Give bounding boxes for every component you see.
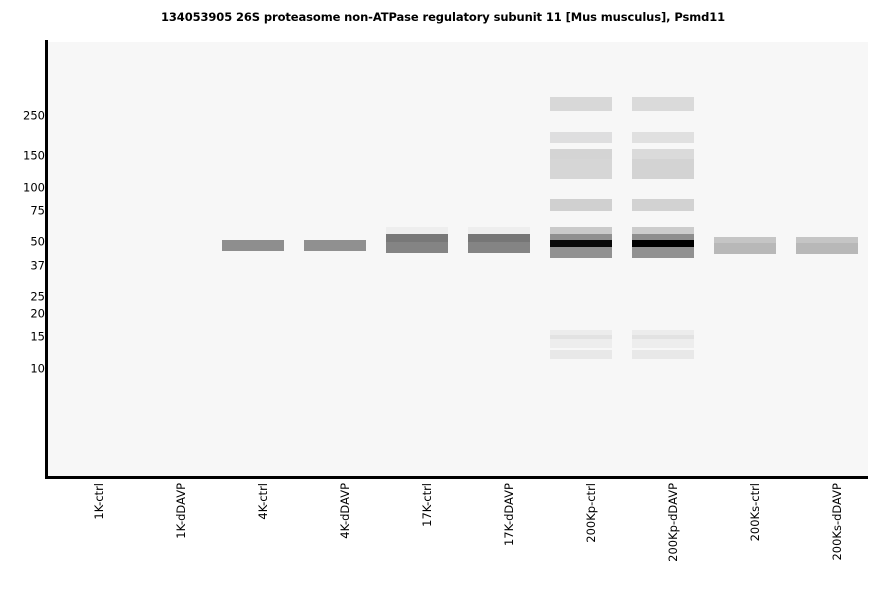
- x-axis-tick-label: 200Ks-dDAVP: [830, 483, 844, 561]
- gel-band: [386, 226, 448, 238]
- gel-band: [386, 233, 448, 245]
- gel-band: [550, 349, 612, 359]
- page-title: 134053905 26S proteasome non-ATPase regu…: [160, 10, 726, 24]
- y-axis-tick-label: 250: [23, 108, 45, 123]
- gel-band: [550, 97, 612, 112]
- gel-band: [632, 97, 694, 112]
- gel-band: [632, 349, 694, 359]
- gel-band: [632, 233, 694, 245]
- gel-band: [632, 338, 694, 348]
- gel-band: [550, 132, 612, 144]
- gel-band: [632, 226, 694, 238]
- gel-band: [222, 240, 284, 252]
- y-axis-tick-label: 20: [30, 306, 45, 321]
- gel-band: [632, 158, 694, 179]
- y-axis-tick-label: 25: [30, 289, 45, 304]
- gel-band: [550, 240, 612, 252]
- y-axis-line: [45, 40, 48, 478]
- gel-band: [550, 246, 612, 258]
- y-axis-tick-label: 100: [23, 180, 45, 195]
- x-axis-tick-label: 17K-dDAVP: [502, 483, 516, 547]
- gel-band: [550, 226, 612, 238]
- y-axis-tick-label: 75: [30, 203, 45, 218]
- gel-band: [632, 329, 694, 339]
- x-axis-tick-label: 1K-ctrl: [92, 483, 106, 520]
- y-axis-tick-label: 50: [30, 234, 45, 249]
- x-axis-tick-label: 4K-ctrl: [256, 483, 270, 520]
- gel-band: [714, 236, 776, 248]
- x-axis-tick-label: 4K-dDAVP: [338, 483, 352, 539]
- gel-band: [714, 243, 776, 255]
- gel-band: [632, 199, 694, 212]
- gel-band: [550, 338, 612, 348]
- x-axis-tick-labels: 1K-ctrl 1K-dDAVP 4K-ctrl 4K-dDAVP 17K-ctrl 17…: [0, 479, 886, 595]
- gel-band: [468, 241, 530, 253]
- x-axis-tick-label: 1K-dDAVP: [174, 483, 188, 539]
- gel-band: [796, 236, 858, 248]
- gel-band: [632, 246, 694, 258]
- x-axis-line: [45, 476, 868, 479]
- gel-band: [550, 199, 612, 212]
- x-axis-tick-label: 17K-ctrl: [420, 483, 434, 527]
- y-axis-tick-label: 37: [30, 258, 45, 273]
- x-axis-tick-label: 200Ks-ctrl: [748, 483, 762, 542]
- y-axis-tick-label: 150: [23, 148, 45, 163]
- gel-band: [304, 240, 366, 252]
- gel-band: [550, 158, 612, 179]
- x-axis-tick-label: 200Kp-dDAVP: [666, 483, 680, 562]
- gel-plot-area: [48, 42, 868, 476]
- gel-band: [550, 329, 612, 339]
- y-axis-tick-label: 15: [30, 329, 45, 344]
- gel-band: [468, 226, 530, 238]
- x-axis-tick-label: 200Kp-ctrl: [584, 483, 598, 543]
- gel-band: [550, 233, 612, 245]
- gel-band: [386, 241, 448, 253]
- gel-band: [632, 132, 694, 144]
- y-axis-tick-label: 10: [30, 361, 45, 376]
- gel-band: [468, 233, 530, 245]
- gel-band: [796, 243, 858, 255]
- gel-band: [632, 240, 694, 252]
- y-axis-tick-labels: 250 150 100 75 50 37 25 20 15 10: [0, 0, 48, 595]
